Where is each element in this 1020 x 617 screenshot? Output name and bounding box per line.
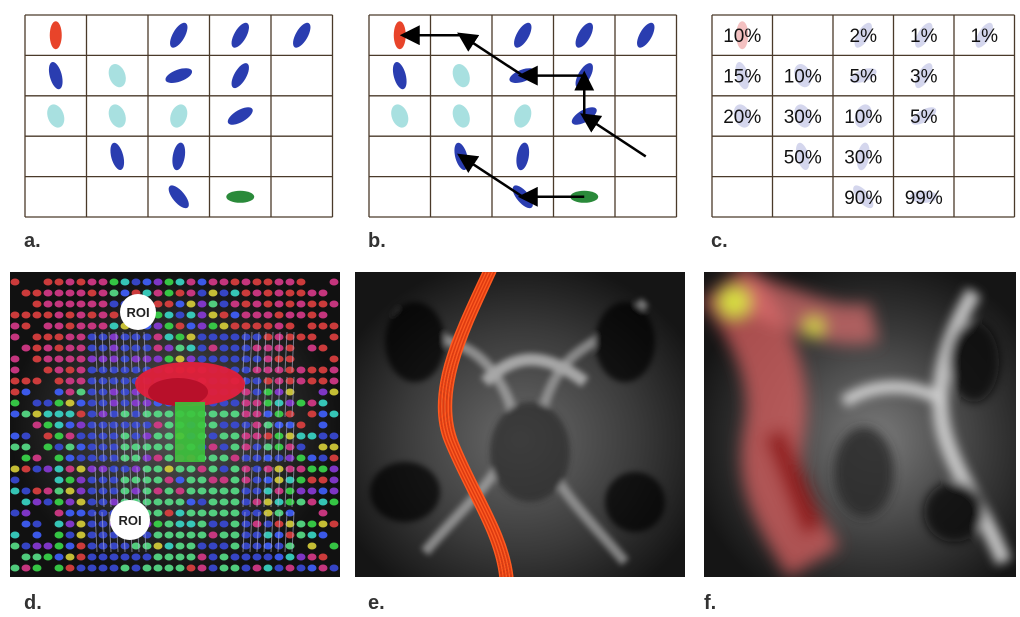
panel-label-a: a. (24, 230, 41, 252)
tensor-ellipse (853, 185, 874, 209)
probability-label: 2% (850, 26, 878, 47)
tensor-ellipse (293, 22, 311, 48)
probability-label: 10% (784, 67, 822, 88)
probability-label: 10% (723, 26, 761, 47)
probability-label: 5% (850, 67, 878, 88)
tensor-ellipse (165, 68, 193, 83)
tensor-ellipse (637, 22, 655, 48)
tensor-ellipse (108, 63, 126, 88)
tensor-ellipse (168, 185, 189, 209)
tensor-ellipse (110, 142, 125, 171)
probability-map-f (704, 272, 1016, 577)
tensor-grid-a (24, 14, 334, 218)
tensor-ellipse (49, 21, 62, 50)
tensor-ellipse (226, 190, 255, 203)
probability-label: 5% (910, 107, 938, 128)
panel-label-c: c. (711, 230, 728, 252)
panel-label-d: d. (24, 592, 42, 614)
tracking-arrow (580, 113, 647, 158)
probability-label: 1% (971, 26, 999, 47)
tensor-ellipse (795, 142, 810, 171)
roi-label-bottom: ROI (118, 513, 141, 528)
panel-c: 10% 2% 1% 1% 15% 10% 5% 3% 20% 30% 10% 5% 50% 30% 90% 9… (711, 14, 1016, 218)
panel-label-b: b. (368, 230, 386, 252)
tensor-ellipse (227, 107, 253, 125)
tensor-ellipse (391, 104, 409, 128)
tensor-ellipse (392, 61, 407, 90)
tensor-ellipse (849, 68, 877, 83)
tensor-ellipse (452, 63, 470, 88)
probability-label: 30% (844, 147, 882, 168)
probability-label: 10% (844, 107, 882, 128)
tensor-ellipse (854, 22, 872, 48)
tensor-ellipse (393, 21, 406, 50)
tensor-ellipse (231, 63, 249, 89)
tracking-arrow (457, 32, 524, 77)
tensor-ellipse (854, 104, 872, 128)
tensor-ellipse (172, 142, 186, 171)
tensor-ellipse (915, 63, 933, 89)
probability-label: 30% (784, 107, 822, 128)
tensor-grid-b (368, 14, 678, 218)
glyph-image-d: ROI ROI (10, 272, 340, 577)
probability-label: 99% (905, 188, 943, 209)
probability-label: 20% (723, 107, 761, 128)
tensor-ellipse (170, 104, 188, 128)
probability-label: 15% (723, 67, 761, 88)
tensor-ellipse (514, 22, 532, 48)
tensor-ellipse (452, 104, 470, 128)
panel-d: ROI ROI (10, 272, 340, 577)
panel-f (704, 272, 1016, 577)
tensor-ellipse (514, 104, 532, 128)
tensor-ellipse (170, 22, 188, 48)
probability-label: 50% (784, 147, 822, 168)
tensor-ellipse (733, 104, 751, 128)
probability-label: 90% (844, 188, 882, 209)
panel-e (355, 272, 685, 577)
tensor-ellipse (575, 22, 593, 48)
probability-label: 3% (910, 67, 938, 88)
probability-grid-c: 10% 2% 1% 1% 15% 10% 5% 3% 20% 30% 10% 5% 50% 30% 90% 9… (711, 14, 1016, 218)
tensor-ellipse (975, 22, 993, 48)
tensor-ellipse (794, 104, 812, 128)
probability-label: 1% (910, 26, 938, 47)
tensor-ellipse (909, 190, 938, 203)
tensor-ellipse (911, 107, 937, 125)
panel-b (368, 14, 678, 218)
tensor-ellipse (516, 142, 530, 171)
tensor-ellipse (794, 63, 812, 88)
tensor-ellipse (736, 21, 749, 50)
panel-a (24, 14, 334, 218)
roi-label-top: ROI (126, 305, 149, 320)
tensor-ellipse (915, 22, 933, 48)
panel-label-e: e. (368, 592, 385, 614)
tensor-ellipse (48, 61, 63, 90)
tensor-ellipse (856, 142, 870, 171)
tensor-ellipse (108, 104, 126, 128)
tensor-ellipse (47, 104, 65, 128)
panel-label-f: f. (704, 592, 717, 614)
tensor-ellipse (735, 61, 750, 90)
tractography-image-e (355, 272, 685, 577)
tensor-ellipse (231, 22, 249, 48)
